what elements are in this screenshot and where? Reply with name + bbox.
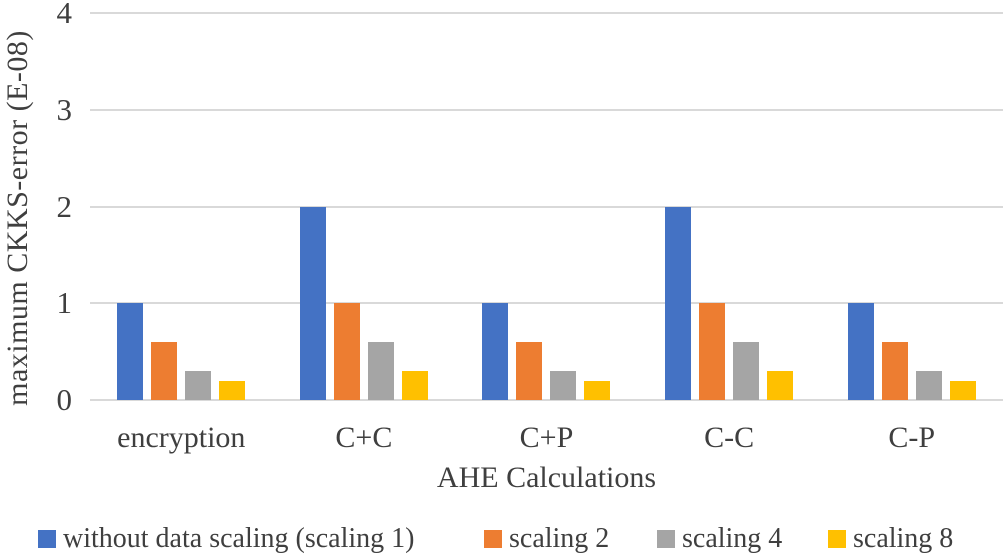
bar-group-C-C xyxy=(638,13,821,400)
gridline-1 xyxy=(90,302,1003,305)
bar-C+C-scaling-8 xyxy=(401,370,428,400)
x-category-label-C+P: C+P xyxy=(519,421,574,454)
bar-group-C+P xyxy=(455,13,638,400)
bar-C+P-without-data-scaling-scaling-1- xyxy=(482,303,509,400)
bar-C+P-scaling-8 xyxy=(584,380,611,400)
bar-C-C-without-data-scaling-scaling-1- xyxy=(665,206,692,400)
x-category-label-C+C: C+C xyxy=(335,421,393,454)
y-tick-label-4: 4 xyxy=(56,0,73,30)
x-axis-title: AHE Calculations xyxy=(436,461,657,494)
legend-label: without data scaling (scaling 1) xyxy=(63,523,415,554)
y-tick-label-2: 2 xyxy=(56,188,73,224)
bar-C+P-scaling-4 xyxy=(550,370,577,400)
bar-encryption-scaling-4 xyxy=(185,370,212,400)
legend-label: scaling 8 xyxy=(853,523,954,554)
bar-encryption-without-data-scaling-scaling-1- xyxy=(117,303,144,400)
legend-label: scaling 2 xyxy=(509,523,610,554)
bar-C-C-scaling-2 xyxy=(699,303,726,400)
legend-item-scaling-8: scaling 8 xyxy=(828,520,953,558)
bar-C+P-scaling-2 xyxy=(516,341,543,400)
bar-C+C-scaling-4 xyxy=(367,341,394,400)
bar-encryption-scaling-8 xyxy=(219,380,246,400)
bar-C-P-without-data-scaling-scaling-1- xyxy=(847,303,874,400)
legend-item-without-data-scaling-scaling-1-: without data scaling (scaling 1) xyxy=(38,520,414,558)
bar-C-C-scaling-8 xyxy=(767,370,794,400)
bar-C-P-scaling-8 xyxy=(949,380,976,400)
x-axis-category-labels: encryption C+C C+P C-C C-P xyxy=(90,421,1003,455)
bar-group-C-P xyxy=(820,13,1003,400)
bar-C-P-scaling-4 xyxy=(915,370,942,400)
gridline-3 xyxy=(90,108,1003,111)
gridline-2 xyxy=(90,205,1003,208)
legend-label: scaling 4 xyxy=(682,523,783,554)
gridline-4 xyxy=(90,12,1003,14)
bar-encryption-scaling-2 xyxy=(151,341,178,400)
bar-group-C+C xyxy=(273,13,456,400)
legend-swatch-icon xyxy=(657,530,675,548)
legend-swatch-icon xyxy=(484,530,502,548)
x-category-label-encryption: encryption xyxy=(117,421,246,454)
bar-C-C-scaling-4 xyxy=(733,341,760,400)
y-tick-label-1: 1 xyxy=(56,285,73,321)
bar-C+C-scaling-2 xyxy=(333,303,360,400)
legend-swatch-icon xyxy=(828,530,846,548)
bar-C-P-scaling-2 xyxy=(881,341,908,400)
y-axis-tick-labels: 0 1 2 3 4 xyxy=(0,0,73,430)
y-tick-label-0: 0 xyxy=(56,382,73,417)
legend-swatch-icon xyxy=(38,530,56,548)
gridline-0 xyxy=(90,399,1003,401)
plot-area xyxy=(90,12,1003,401)
x-category-label-C-P: C-P xyxy=(888,421,936,454)
y-tick-label-3: 3 xyxy=(56,91,73,127)
bar-groups xyxy=(90,13,1003,400)
legend-item-scaling-4: scaling 4 xyxy=(657,520,782,558)
bar-group-encryption xyxy=(90,13,273,400)
legend-item-scaling-2: scaling 2 xyxy=(484,520,609,558)
legend: without data scaling (scaling 1) scaling … xyxy=(0,520,1005,560)
x-category-label-C-C: C-C xyxy=(704,421,755,454)
bar-C+C-without-data-scaling-scaling-1- xyxy=(299,206,326,400)
